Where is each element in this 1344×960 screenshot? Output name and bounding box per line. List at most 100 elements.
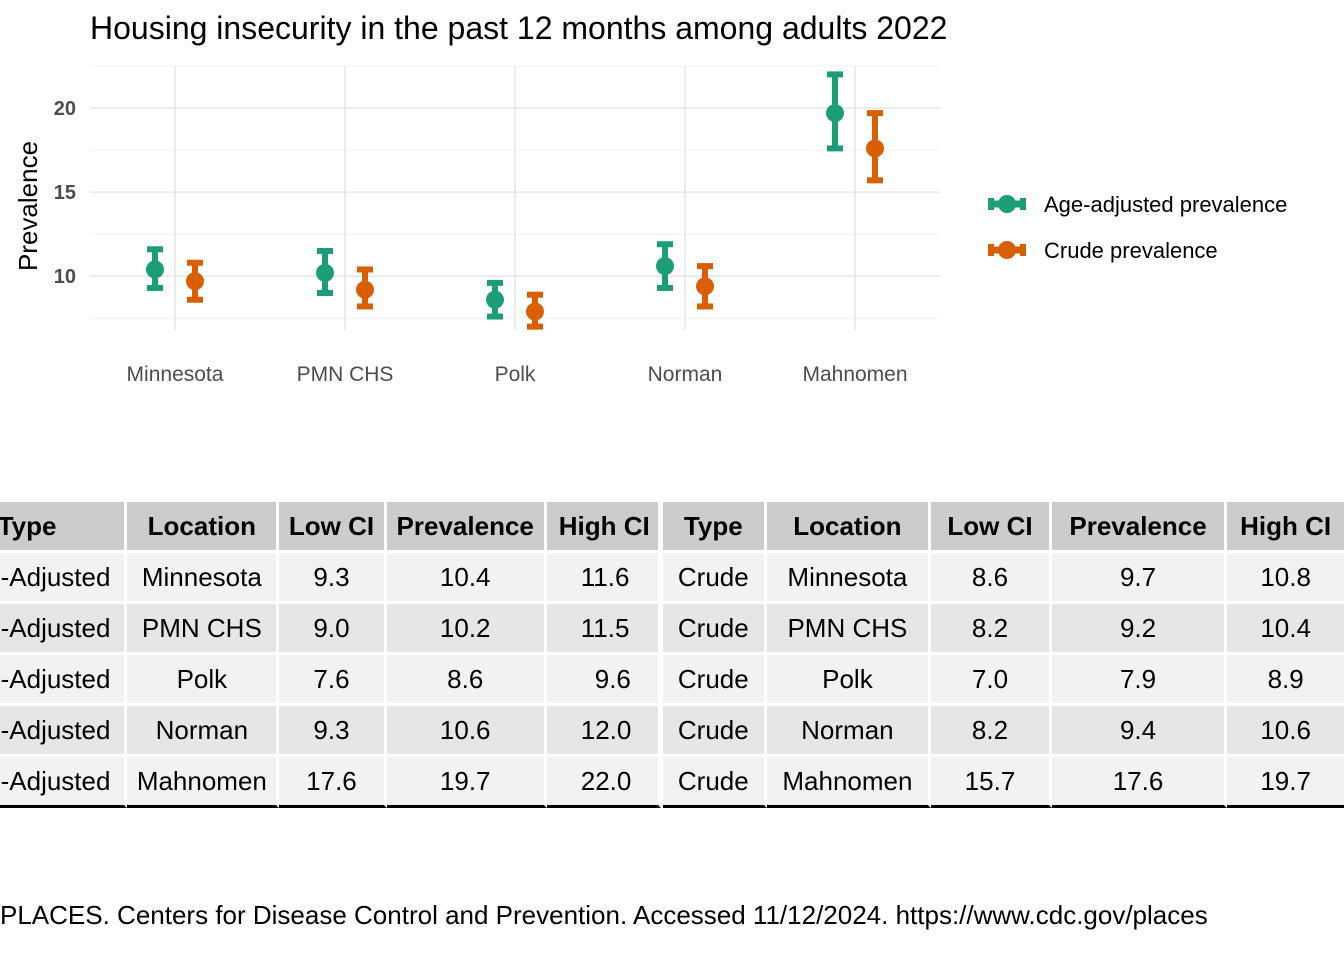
prevalence-chart: 10 15 20 Minnesota PMN CHS Polk Norman Mahnomen…: [13, 65, 940, 386]
table-row: Crude Minnesota 8.6 9.7 10.8: [663, 553, 1344, 604]
age-adjusted-table-panel: Type Location Low CI Prevalence High CI …: [0, 502, 661, 808]
cell-high-ci: 8.9: [1227, 655, 1344, 706]
data-point: [146, 260, 164, 279]
cell-location: Minnesota: [766, 553, 932, 604]
header-prevalence: Prevalence: [386, 502, 547, 553]
header-location: Location: [127, 502, 280, 553]
cell-high-ci: 11.6: [546, 553, 661, 604]
legend-label-age-adjusted: Age-adjusted prevalence: [1044, 192, 1288, 217]
data-point: [866, 139, 884, 158]
x-tick-label: Norman: [648, 363, 723, 386]
cell-prevalence: 17.6: [1051, 757, 1228, 808]
data-point: [316, 263, 334, 282]
cell-type: Age-Adjusted: [0, 604, 128, 655]
cell-location: Norman: [766, 706, 932, 757]
cell-prevalence: 10.6: [386, 706, 547, 757]
cell-type: Crude: [663, 655, 767, 706]
cell-low-ci: 8.2: [931, 706, 1052, 757]
chart-title: Housing insecurity in the past 12 months…: [90, 10, 948, 46]
cell-type: Age-Adjusted: [0, 655, 128, 706]
cell-high-ci: 11.5: [546, 604, 661, 655]
cell-type: Crude: [663, 604, 767, 655]
cell-low-ci: 9.0: [279, 604, 387, 655]
table-row: Age-Adjusted Norman 9.3 10.6 12.0: [0, 706, 661, 757]
table-header-row: Type Location Low CI Prevalence High CI: [663, 502, 1344, 553]
cell-high-ci: 19.7: [1227, 757, 1344, 808]
y-axis-title: Prevalence: [13, 141, 43, 271]
table-row: Age-Adjusted Minnesota 9.3 10.4 11.6: [0, 553, 661, 604]
data-point: [186, 272, 204, 291]
data-point: [826, 104, 844, 123]
x-tick-label: PMN CHS: [297, 363, 394, 386]
x-tick-label: Polk: [495, 363, 536, 386]
table-row: Crude Mahnomen 15.7 17.6 19.7: [663, 757, 1344, 808]
cell-location: PMN CHS: [766, 604, 932, 655]
cell-low-ci: 15.7: [931, 757, 1052, 808]
cell-prevalence: 9.2: [1051, 604, 1228, 655]
header-type: Type: [663, 502, 767, 553]
x-tick-label: Mahnomen: [802, 363, 907, 386]
cell-prevalence: 10.2: [386, 604, 547, 655]
table-row: Age-Adjusted Mahnomen 17.6 19.7 22.0: [0, 757, 661, 808]
cell-type: Crude: [663, 757, 767, 808]
cell-high-ci: 10.8: [1227, 553, 1344, 604]
cell-location: Minnesota: [127, 553, 280, 604]
cell-type: Age-Adjusted: [0, 553, 128, 604]
source-citation: PLACES. Centers for Disease Control and …: [0, 900, 1208, 930]
table-row: Crude Polk 7.0 7.9 8.9: [663, 655, 1344, 706]
cell-location: Polk: [766, 655, 932, 706]
data-point: [486, 290, 504, 309]
cell-high-ci: 12.0: [546, 706, 661, 757]
data-point: [526, 302, 544, 321]
legend-label-crude: Crude prevalence: [1044, 238, 1218, 263]
cell-high-ci: 22.0: [546, 757, 661, 808]
cell-low-ci: 9.3: [279, 706, 387, 757]
table-row: Crude PMN CHS 8.2 9.2 10.4: [663, 604, 1344, 655]
header-location: Location: [766, 502, 932, 553]
data-series: [146, 71, 884, 330]
cell-high-ci: 9.6: [546, 655, 661, 706]
cell-location: Polk: [127, 655, 280, 706]
cell-low-ci: 17.6: [279, 757, 387, 808]
cell-low-ci: 8.2: [931, 604, 1052, 655]
cell-type: Crude: [663, 706, 767, 757]
cell-prevalence: 9.4: [1051, 706, 1228, 757]
header-low-ci: Low CI: [279, 502, 387, 553]
axis-labels: 10 15 20 Minnesota PMN CHS Polk Norman Mahnomen: [54, 98, 908, 386]
cell-prevalence: 10.4: [386, 553, 547, 604]
y-tick-label: 15: [54, 182, 76, 204]
cell-high-ci: 10.4: [1227, 604, 1344, 655]
cell-prevalence: 9.7: [1051, 553, 1228, 604]
header-type: Type: [0, 502, 128, 553]
cell-low-ci: 8.6: [931, 553, 1052, 604]
header-low-ci: Low CI: [931, 502, 1052, 553]
age-adjusted-table: Type Location Low CI Prevalence High CI …: [0, 502, 661, 808]
cell-high-ci: 10.6: [1227, 706, 1344, 757]
table-row: Age-Adjusted PMN CHS 9.0 10.2 11.5: [0, 604, 661, 655]
cell-prevalence: 7.9: [1051, 655, 1228, 706]
cell-low-ci: 7.0: [931, 655, 1052, 706]
y-tick-label: 10: [54, 266, 76, 288]
x-tick-label: Minnesota: [127, 363, 224, 386]
table-row: Crude Norman 8.2 9.4 10.6: [663, 706, 1344, 757]
data-point: [656, 257, 674, 276]
cell-prevalence: 8.6: [386, 655, 547, 706]
y-tick-label: 20: [54, 98, 76, 120]
cell-type: Age-Adjusted: [0, 706, 128, 757]
cell-prevalence: 19.7: [386, 757, 547, 808]
cell-low-ci: 9.3: [279, 553, 387, 604]
crude-table: Type Location Low CI Prevalence High CI …: [663, 502, 1344, 808]
cell-location: Mahnomen: [766, 757, 932, 808]
data-point: [356, 280, 374, 299]
cell-type: Crude: [663, 553, 767, 604]
cell-type: Age-Adjusted: [0, 757, 128, 808]
table-header-row: Type Location Low CI Prevalence High CI: [0, 502, 661, 553]
grid-lines: [90, 65, 940, 330]
legend-key-crude: [988, 241, 1026, 259]
crude-table-panel: Type Location Low CI Prevalence High CI …: [663, 502, 1344, 808]
header-high-ci: High CI: [1227, 502, 1344, 553]
legend-key-age-adjusted: [988, 195, 1026, 213]
header-high-ci: High CI: [546, 502, 661, 553]
cell-location: Mahnomen: [127, 757, 280, 808]
cell-location: PMN CHS: [127, 604, 280, 655]
